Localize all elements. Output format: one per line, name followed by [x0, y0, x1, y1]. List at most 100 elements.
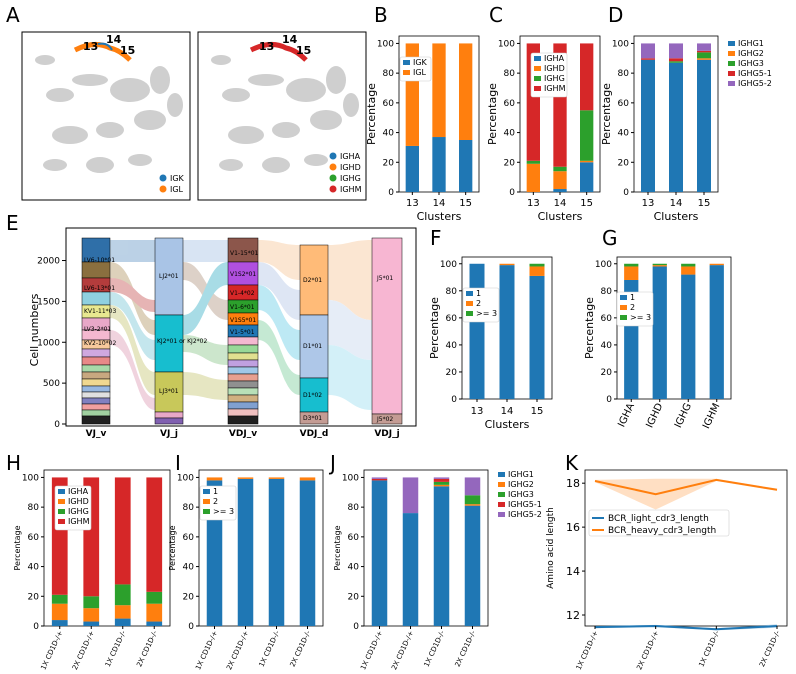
- chart-g-legend-label-0: 1: [630, 293, 635, 302]
- chart-g-legend-swatch-1: [620, 305, 627, 310]
- chart-i-frame: [198, 469, 324, 627]
- chart-f-bar-2-2: [529, 263, 545, 267]
- chart-i-ytick-label-80: 80: [183, 503, 195, 513]
- chart-j-bar-1-0: [402, 513, 419, 626]
- chart-d-legend-label-1: IGHG2: [738, 49, 764, 58]
- chart-b-ytick-label-60: 60: [383, 99, 395, 109]
- vdj-v-label-1: V1-15*01: [230, 250, 259, 257]
- chart-j-ytick-label-0: 0: [353, 622, 359, 632]
- chart-h-bar-3-0: [146, 621, 163, 626]
- chart-h-xtick-label-3: 2X CD1D-/-: [135, 629, 159, 668]
- chart-i-bar-0-1: [206, 477, 223, 481]
- umap-right-cluster-15: 15: [296, 44, 311, 57]
- chart-k-legend-box: [588, 509, 730, 537]
- chart-j-legend-swatch-4: [498, 512, 505, 517]
- panel-label-e: E: [6, 211, 19, 235]
- chart-i-xtick-label-2: 1X CD1D-/-: [258, 629, 282, 668]
- chart-d-ytick-label-0: 0: [623, 188, 629, 198]
- alluvial-col-vj-v: LV6-10*01 LV6-13*01 KV1-11*03 LV3-2*01 K…: [81, 237, 116, 425]
- chart-c-bar-2-3: [580, 43, 594, 111]
- chart-h-legend-swatch-1: [58, 499, 65, 504]
- chart-d-bar-2-2: [697, 52, 711, 59]
- vdj-d-label-3: D1*02: [303, 392, 322, 399]
- chart-f-legend-label-0: 1: [476, 289, 481, 298]
- chart-b-ylabel: Percentage: [365, 83, 378, 145]
- chart-j-bar-2-0: [433, 486, 450, 626]
- chart-c-legend-label-0: IGHA: [544, 54, 565, 63]
- chart-i-bar-2-0: [268, 478, 285, 626]
- chart-j-ytick-label-80: 80: [348, 503, 360, 513]
- chart-j-ytick-label-60: 60: [348, 533, 360, 543]
- umap-right-legend-marker-2: [329, 174, 337, 182]
- chart-c-bar-0-1: [526, 163, 540, 192]
- chart-k-ytick-label-16: 16: [566, 521, 580, 534]
- umap-right-cells: [211, 55, 359, 173]
- chart-g-xtick-label-3: IGHM: [701, 402, 722, 431]
- chart-h-bar-2-0: [114, 618, 131, 626]
- umap-right-legend-marker-1: [329, 163, 337, 171]
- chart-f-bar-2-1: [529, 266, 545, 276]
- chart-b-ytick-label-100: 100: [377, 39, 394, 49]
- alluvial-col-label-4: VDJ_d: [300, 429, 329, 439]
- chart-c-bar-0-2: [526, 160, 540, 164]
- chart-h-frame: [43, 469, 171, 627]
- chart-k-xtick-label-0: 1X CD1D-/+: [575, 629, 600, 671]
- umap-right-legend-label-3: IGHM: [340, 185, 362, 194]
- chart-j-bar-2-1: [433, 484, 450, 487]
- chart-f-bar-0-0: [469, 263, 485, 399]
- chart-h-ytick-label-40: 40: [28, 563, 40, 573]
- chart-c-bar-2-0: [580, 162, 594, 192]
- chart-i-ytick-label-20: 20: [183, 592, 195, 602]
- chart-i-legend-swatch-2: [203, 509, 210, 514]
- chart-b-xtick-label-0: 13: [406, 198, 419, 209]
- chart-h-bar-3-2: [146, 591, 163, 604]
- chart-c-bar-1-0: [553, 189, 567, 192]
- chart-f-ylabel: Percentage: [428, 297, 441, 359]
- chart-d-bar-2-1: [697, 58, 711, 60]
- chart-c-bar-1-2: [553, 166, 567, 172]
- vdj-v-label-5: V1S5*01: [230, 317, 256, 324]
- chart-b-ytick-label-20: 20: [383, 158, 395, 168]
- chart-h-bar-0-1: [51, 603, 68, 621]
- chart-f-legend-label-2: >= 3: [476, 309, 497, 318]
- chart-d-bar-2-3: [697, 50, 711, 53]
- umap-right-legend-marker-0: [329, 152, 337, 160]
- chart-b-bar-0-0: [405, 145, 419, 192]
- chart-j-xtick-label-1: 2X CD1D-/+: [390, 629, 415, 671]
- chart-j-bar-1-4: [402, 477, 419, 514]
- chart-c-bar-2-1: [580, 160, 594, 163]
- vdj-d-label-1: D2*01: [303, 277, 322, 284]
- chart-d-legend-swatch-2: [728, 61, 735, 66]
- chart-d-legend-label-4: IGHG5-2: [738, 79, 772, 88]
- alluvial-yticks: 0 500 1000 1500 2000: [37, 257, 66, 430]
- chart-k-xtick-label-1: 2X CD1D-/+: [635, 629, 660, 671]
- chart-d-xtick-label-1: 14: [670, 198, 683, 209]
- chart-d-bar-2-0: [697, 59, 711, 193]
- chart-d-bar-0-3: [641, 58, 655, 60]
- chart-c-ytick-label-60: 60: [504, 99, 516, 109]
- chart-k-line-0: [594, 624, 778, 631]
- alluvial-col-vdj-j: J5*01 J5*02: [371, 237, 403, 425]
- chart-h-bar-1-1: [83, 608, 100, 622]
- chart-j-legend-swatch-3: [498, 502, 505, 507]
- chart-g-xtick-label-1: IGHD: [645, 401, 666, 429]
- chart-i-ytick-label-100: 100: [177, 473, 194, 483]
- umap-right-legend: IGHA IGHD IGHG IGHM: [329, 152, 362, 194]
- chart-i-bar-1-1: [237, 477, 254, 479]
- chart-b-legend-label-1: IGL: [413, 68, 427, 77]
- chart-h-bar-0-0: [51, 620, 68, 626]
- chart-g-bar-2-0: [681, 274, 696, 399]
- chart-g-bar-2-2: [681, 263, 696, 267]
- chart-g-legend-label-2: >= 3: [630, 313, 651, 322]
- chart-h-ytick-label-80: 80: [28, 503, 40, 513]
- chart-h-bar-1-2: [83, 596, 100, 609]
- chart-d-legend-label-3: IGHG5-1: [738, 69, 772, 78]
- vdj-d-label-4: D3*01: [303, 415, 322, 422]
- chart-d-xtick-label-2: 15: [698, 198, 711, 209]
- chart-j-ytick-label-20: 20: [348, 592, 360, 602]
- vj-j-label-1: LJ2*01: [159, 273, 179, 280]
- chart-b-ytick-label-80: 80: [383, 69, 395, 79]
- chart-b-ytick-label-40: 40: [383, 129, 395, 139]
- chart-k-ylabel: Amino acid length: [546, 507, 556, 589]
